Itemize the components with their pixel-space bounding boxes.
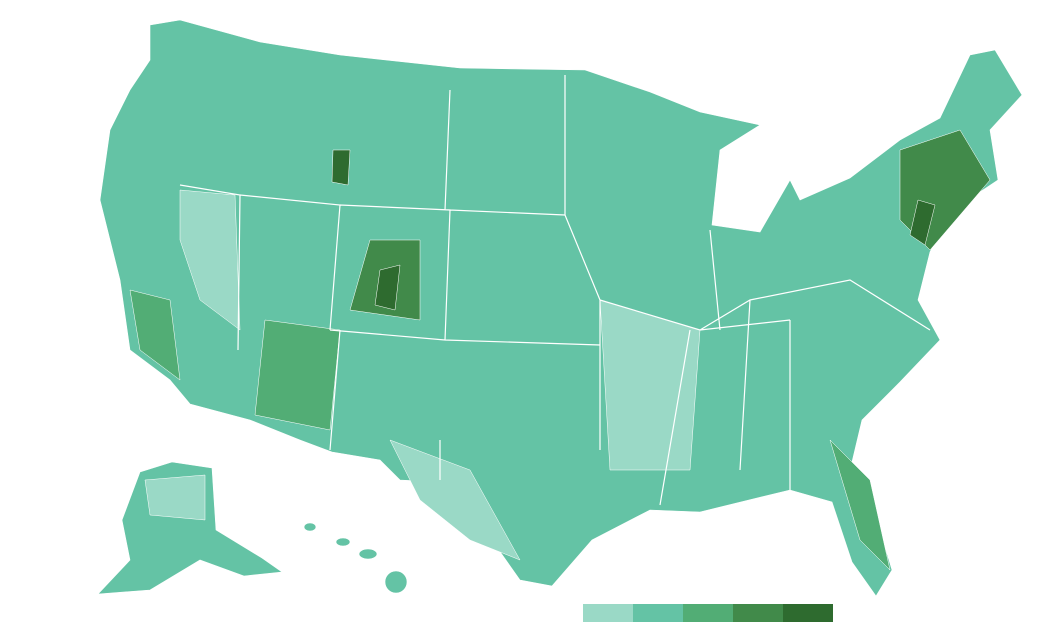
legend-swatch (683, 604, 733, 622)
shaded-areas (129, 129, 991, 571)
shaded-area (254, 319, 341, 431)
legend-swatch (633, 604, 683, 622)
hawaii-island (303, 522, 317, 532)
shaded-area (909, 199, 936, 246)
alaska (97, 461, 283, 595)
legend (583, 604, 833, 622)
hawaii-island (358, 548, 378, 560)
legend-swatch (783, 604, 833, 622)
shaded-area (829, 439, 891, 571)
state-border (179, 75, 931, 506)
land (97, 19, 1023, 597)
shaded-area (144, 474, 206, 521)
shaded-area (374, 264, 401, 311)
shaded-area (179, 189, 241, 331)
shaded-area (129, 289, 181, 381)
shaded-area (389, 439, 521, 561)
hawaii-island (384, 570, 408, 594)
contiguous-us (99, 19, 1023, 597)
legend-swatch (733, 604, 783, 622)
state-borders (179, 75, 931, 506)
shaded-area (331, 149, 351, 186)
legend-swatch (583, 604, 633, 622)
hawaii-island (335, 537, 351, 547)
